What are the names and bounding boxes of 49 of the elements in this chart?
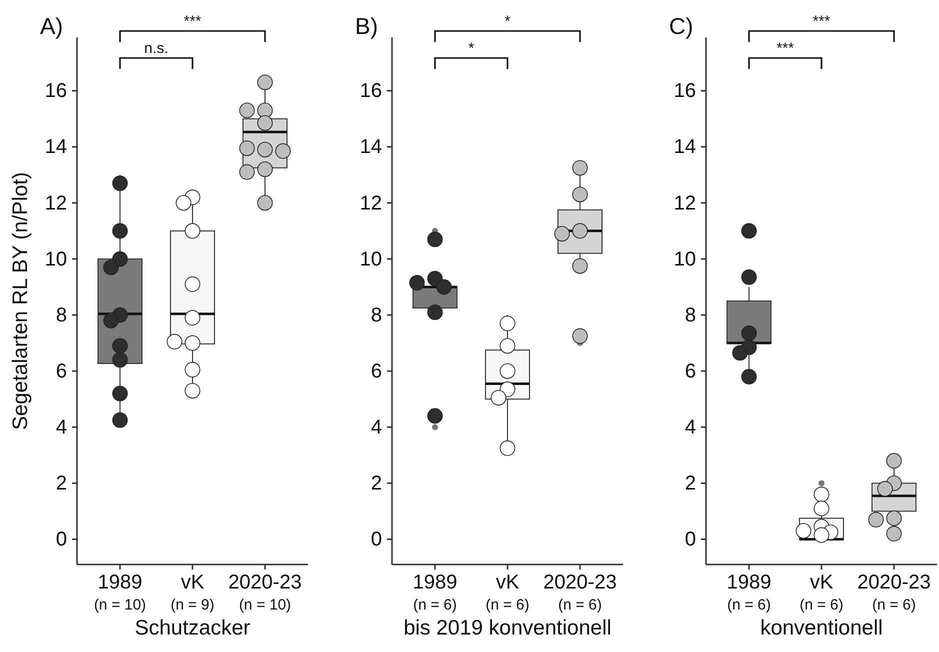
y-axis-title: Segetalarten RL BY (n/Plot) — [9, 172, 32, 430]
y-tick-label: 14 — [360, 136, 382, 158]
y-tick-label: 8 — [370, 304, 382, 326]
y-tick-label: 14 — [674, 136, 696, 158]
annotation: *** — [776, 40, 794, 57]
y-tick-label: 4 — [370, 416, 382, 439]
x-tick-label: 1989 (n = 6) — [412, 572, 458, 614]
y-tick-label: 2 — [56, 472, 67, 495]
y-tick-label: 6 — [684, 360, 696, 382]
y-tick-label: 0 — [56, 528, 67, 551]
y-tick-label: 8 — [56, 304, 67, 326]
y-tick-label: 16 — [674, 80, 696, 102]
y-tick-label: 0 — [684, 528, 696, 551]
y-tick-label: 0 — [370, 528, 382, 551]
x-axis-title: Schutzacker — [134, 616, 250, 640]
x-tick-label: vK (n = 9) — [170, 572, 214, 614]
y-tick-label: 2 — [684, 472, 696, 495]
chart-title: B) — [355, 13, 378, 39]
x-tick-label: 2020-23 (n = 6) — [857, 572, 931, 614]
chart-title: C) — [669, 13, 694, 39]
text: *** — [184, 13, 202, 30]
x-tick-label: vK (n = 6) — [486, 572, 530, 614]
y-tick-label: 2 — [370, 472, 382, 495]
x-tick-label: vK (n = 6) — [800, 572, 844, 614]
y-tick-label: 10 — [674, 248, 696, 270]
chart-title: A) — [40, 13, 63, 39]
y-tick-label: 10 — [44, 248, 67, 270]
y-tick-label: 6 — [370, 360, 382, 382]
y-tick-label: 8 — [684, 304, 696, 326]
text: *** — [812, 13, 830, 30]
y-tick-label: 12 — [44, 192, 67, 214]
y-tick-label: 12 — [674, 192, 696, 214]
x-tick-label: 1989 (n = 6) — [726, 572, 772, 614]
y-tick-label: 14 — [44, 136, 67, 158]
y-tick-label: 10 — [360, 248, 382, 270]
y-tick-label: 12 — [360, 192, 382, 214]
y-tick-label: 16 — [44, 80, 67, 102]
y-tick-label: 4 — [56, 416, 67, 439]
x-tick-label: 2020-23 (n = 10) — [228, 572, 302, 614]
y-tick-label: 4 — [684, 416, 696, 439]
x-tick-label: 2020-23 (n = 6) — [543, 572, 617, 614]
x-axis-title: bis 2019 konventionell — [404, 616, 612, 640]
y-tick-label: 16 — [360, 80, 382, 102]
annotation: n.s. — [144, 40, 168, 57]
x-axis-title: konventionell — [760, 616, 883, 640]
x-tick-label: 1989 (n = 10) — [94, 572, 146, 614]
text: * — [504, 13, 511, 30]
y-tick-label: 6 — [56, 360, 67, 382]
annotation: * — [468, 40, 474, 57]
